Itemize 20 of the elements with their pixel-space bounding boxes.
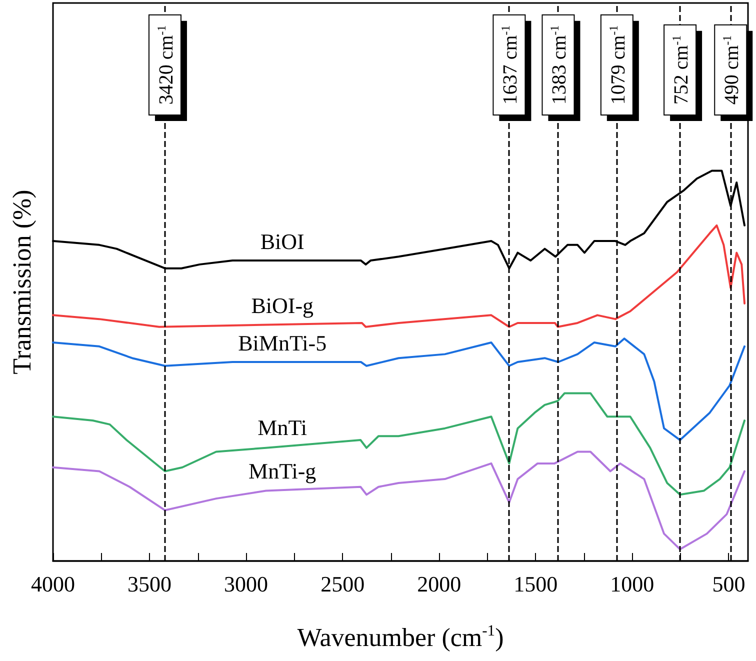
series-label: BiOI [260,229,304,254]
series-label: BiMnTi-5 [238,330,327,356]
ref-line-label: 1079 cm-1 [606,25,630,105]
y-axis-title: Transmission (%) [8,190,36,374]
series-label: MnTi-g [248,458,316,484]
ref-line-label: 1383 cm-1 [548,25,571,105]
x-tick-label: 4000 [31,572,75,596]
x-tick-label: 2000 [417,572,462,596]
ref-line-label: 490 cm-1 [720,35,744,105]
x-tick-label: 1000 [610,572,654,596]
x-tick-label: 1500 [514,572,558,596]
ref-line-label: 1637 cm-1 [498,25,522,105]
x-tick-label: 3500 [128,572,172,596]
series-label: MnTi [258,414,308,440]
x-tick-label: 3000 [224,572,268,596]
x-tick-label: 500 [712,572,746,596]
ref-line-label: 752 cm-1 [670,35,693,105]
x-tick-label: 2500 [320,572,365,596]
ref-line-label: 3420 cm-1 [154,25,178,105]
series-label: BiOI-g [251,293,314,318]
